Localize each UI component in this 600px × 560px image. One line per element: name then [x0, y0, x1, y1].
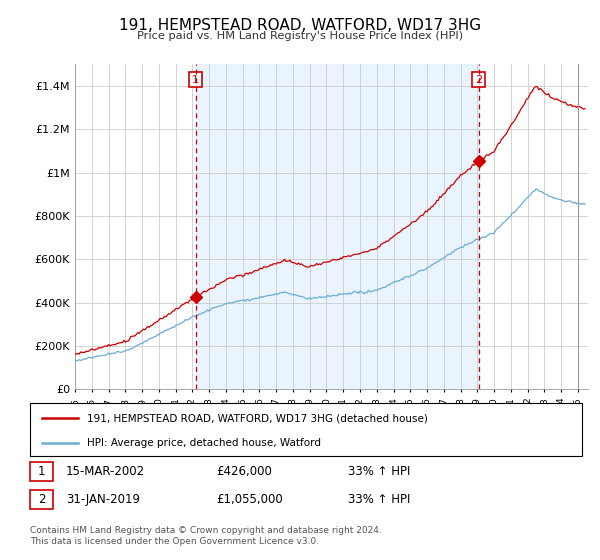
Text: 1: 1: [38, 465, 45, 478]
Bar: [578, 64, 588, 389]
Text: 33% ↑ HPI: 33% ↑ HPI: [348, 493, 410, 506]
Text: 191, HEMPSTEAD ROAD, WATFORD, WD17 3HG (detached house): 191, HEMPSTEAD ROAD, WATFORD, WD17 3HG (…: [87, 413, 428, 423]
Bar: [578, 64, 588, 389]
Text: 1: 1: [192, 74, 199, 85]
Text: 2: 2: [475, 74, 482, 85]
Text: HPI: Average price, detached house, Watford: HPI: Average price, detached house, Watf…: [87, 438, 321, 448]
Text: 15-MAR-2002: 15-MAR-2002: [66, 465, 145, 478]
Text: £1,055,000: £1,055,000: [216, 493, 283, 506]
Text: Contains HM Land Registry data © Crown copyright and database right 2024.
This d: Contains HM Land Registry data © Crown c…: [30, 526, 382, 546]
Text: £426,000: £426,000: [216, 465, 272, 478]
Bar: [196, 64, 479, 389]
Text: 33% ↑ HPI: 33% ↑ HPI: [348, 465, 410, 478]
Text: Price paid vs. HM Land Registry's House Price Index (HPI): Price paid vs. HM Land Registry's House …: [137, 31, 463, 41]
Text: 2: 2: [38, 493, 45, 506]
Text: 191, HEMPSTEAD ROAD, WATFORD, WD17 3HG: 191, HEMPSTEAD ROAD, WATFORD, WD17 3HG: [119, 18, 481, 33]
Text: 31-JAN-2019: 31-JAN-2019: [66, 493, 140, 506]
